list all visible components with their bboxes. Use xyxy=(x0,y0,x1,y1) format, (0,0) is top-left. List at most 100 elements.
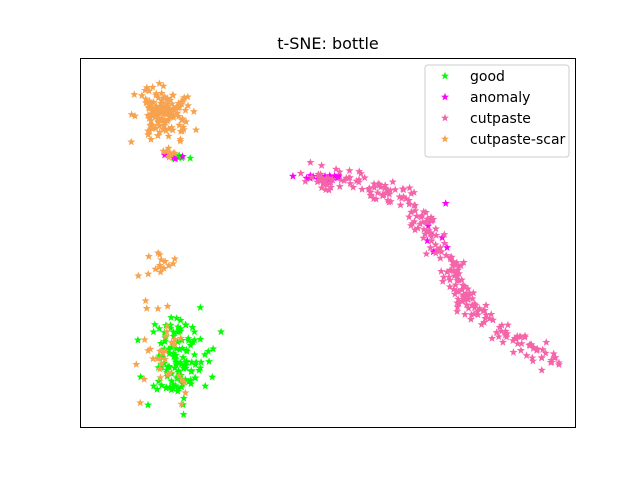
point-cutpaste xyxy=(345,166,354,175)
point-cutpaste xyxy=(466,315,475,323)
point-cutpaste-scar xyxy=(155,102,164,110)
point-cutpaste xyxy=(453,276,462,284)
point-cutpaste xyxy=(440,230,449,238)
point-cutpaste-scar xyxy=(130,90,139,99)
point-good xyxy=(171,350,180,359)
point-good xyxy=(191,373,199,382)
point-anomaly xyxy=(302,174,311,182)
point-cutpaste-scar xyxy=(152,91,161,99)
point-cutpaste xyxy=(532,346,541,354)
point-good xyxy=(191,360,200,368)
point-good xyxy=(150,320,159,328)
point-cutpaste xyxy=(317,161,326,169)
point-cutpaste-scar xyxy=(148,121,157,129)
point-cutpaste-scar xyxy=(153,105,162,114)
point-cutpaste-scar xyxy=(142,83,151,92)
point-cutpaste-scar xyxy=(145,111,154,119)
point-good xyxy=(162,365,171,374)
point-cutpaste xyxy=(460,310,469,318)
point-cutpaste-scar xyxy=(155,364,164,373)
point-cutpaste xyxy=(321,180,330,188)
point-cutpaste xyxy=(411,225,419,234)
point-good xyxy=(200,350,209,359)
point-cutpaste-scar xyxy=(177,97,186,106)
point-cutpaste-scar xyxy=(181,388,190,397)
point-cutpaste xyxy=(497,321,506,329)
point-good xyxy=(178,344,187,352)
point-good xyxy=(186,375,195,384)
point-cutpaste xyxy=(470,299,479,308)
point-cutpaste-scar xyxy=(176,137,185,145)
point-cutpaste xyxy=(316,176,325,185)
point-cutpaste xyxy=(402,194,411,203)
point-cutpaste xyxy=(549,349,558,358)
point-cutpaste-scar xyxy=(159,110,168,118)
point-cutpaste xyxy=(528,353,537,362)
point-cutpaste xyxy=(337,175,346,184)
point-cutpaste xyxy=(527,340,536,348)
point-cutpaste xyxy=(374,179,383,188)
point-cutpaste xyxy=(446,265,455,274)
point-cutpaste xyxy=(498,338,507,346)
point-good xyxy=(217,327,226,336)
point-good xyxy=(176,358,185,367)
point-good xyxy=(169,332,178,340)
point-cutpaste-scar xyxy=(151,265,160,273)
point-cutpaste xyxy=(439,273,448,281)
point-cutpaste xyxy=(352,176,361,185)
point-cutpaste xyxy=(314,170,323,178)
point-cutpaste-scar xyxy=(175,371,184,380)
point-cutpaste xyxy=(335,182,344,190)
point-good xyxy=(162,383,170,392)
point-anomaly xyxy=(178,152,187,160)
point-good xyxy=(204,347,213,355)
point-good xyxy=(133,335,142,344)
point-cutpaste xyxy=(316,174,325,182)
point-good xyxy=(180,361,188,369)
legend-label-anomaly: anomaly xyxy=(470,90,530,106)
point-good xyxy=(190,335,199,344)
point-cutpaste xyxy=(537,353,546,362)
point-cutpaste-scar xyxy=(184,101,193,110)
point-good xyxy=(171,355,180,363)
point-cutpaste xyxy=(422,227,431,236)
point-cutpaste xyxy=(407,208,416,216)
point-good xyxy=(181,320,190,329)
point-good xyxy=(170,363,179,372)
point-cutpaste-scar xyxy=(146,103,155,111)
point-cutpaste xyxy=(349,183,358,191)
point-cutpaste-scar xyxy=(158,115,167,123)
point-cutpaste xyxy=(358,185,367,193)
point-good xyxy=(172,358,181,367)
point-cutpaste xyxy=(328,175,337,183)
point-good xyxy=(179,353,188,361)
point-cutpaste-scar xyxy=(163,370,172,378)
point-good xyxy=(165,349,174,358)
point-good xyxy=(167,343,176,351)
point-cutpaste xyxy=(520,331,529,340)
point-cutpaste xyxy=(404,196,413,204)
point-cutpaste xyxy=(516,332,525,341)
point-cutpaste xyxy=(458,281,467,289)
point-cutpaste xyxy=(503,320,512,329)
point-cutpaste xyxy=(319,179,328,187)
point-cutpaste-scar xyxy=(170,335,179,343)
point-good xyxy=(196,363,205,372)
point-cutpaste xyxy=(423,217,432,226)
point-cutpaste xyxy=(431,240,440,249)
point-cutpaste xyxy=(445,282,454,291)
point-cutpaste xyxy=(384,198,393,206)
point-cutpaste xyxy=(383,186,392,194)
point-cutpaste xyxy=(480,318,489,326)
point-good xyxy=(172,344,181,352)
point-cutpaste xyxy=(488,315,497,324)
point-anomaly xyxy=(441,199,450,207)
point-good xyxy=(182,347,191,355)
point-cutpaste xyxy=(529,344,538,352)
point-cutpaste xyxy=(453,307,462,315)
point-cutpaste xyxy=(510,334,519,342)
point-cutpaste xyxy=(485,314,494,323)
point-cutpaste xyxy=(517,339,526,348)
point-good xyxy=(169,349,178,357)
point-good xyxy=(181,375,190,383)
